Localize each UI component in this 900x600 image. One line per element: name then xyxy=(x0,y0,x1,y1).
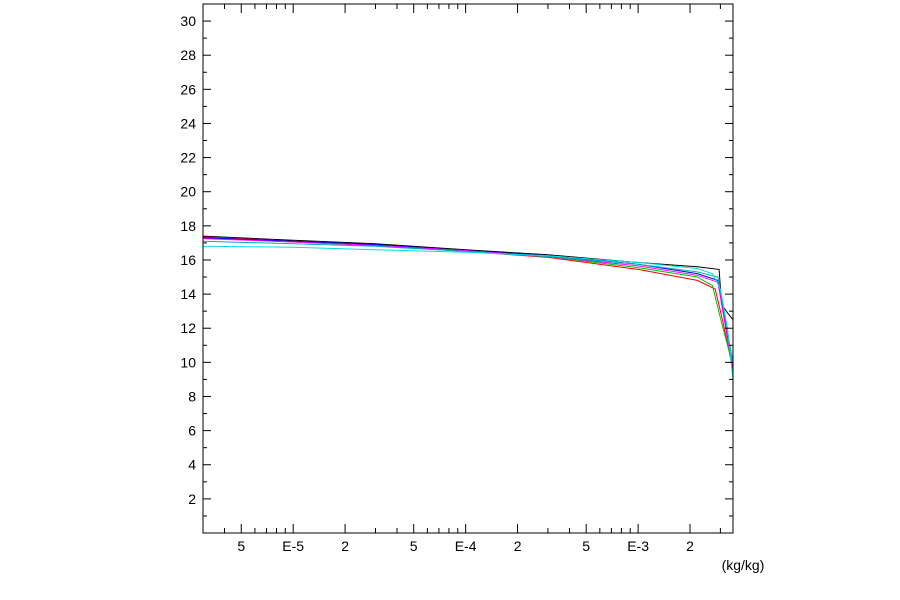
y-tick-label: 8 xyxy=(188,389,196,405)
y-tick-label: 12 xyxy=(180,320,196,336)
x-tick-label: 2 xyxy=(686,538,694,554)
series-layer xyxy=(202,235,734,380)
y-tick-label: 22 xyxy=(180,150,196,166)
labels-layer: 5 E-5 2 5 E-4 2 5 E-3 22468101214161820222426283… xyxy=(180,13,694,554)
x-tick-label: E-5 xyxy=(282,538,304,554)
y-tick-label: 30 xyxy=(180,13,196,29)
x-axis-unit-label: (kg/kg) xyxy=(722,557,765,573)
y-tick-label: 4 xyxy=(188,457,196,473)
x-tick-label: 5 xyxy=(237,538,245,554)
y-tick-label: 2 xyxy=(188,491,196,507)
y-tick-label: 18 xyxy=(180,218,196,234)
x-tick-label: 5 xyxy=(582,538,590,554)
y-tick-label: 10 xyxy=(180,354,196,370)
y-tick-label: 16 xyxy=(180,252,196,268)
x-tick-label: 2 xyxy=(341,538,349,554)
y-tick-label: 6 xyxy=(188,423,196,439)
x-tick-label: 2 xyxy=(514,538,522,554)
y-tick-label: 28 xyxy=(180,47,196,63)
plot-frame xyxy=(202,3,734,534)
series-line-7 xyxy=(202,245,734,380)
y-tick-label: 14 xyxy=(180,286,196,302)
y-tick-label: 26 xyxy=(180,81,196,97)
x-tick-label: E-4 xyxy=(455,538,477,554)
x-tick-label: E-3 xyxy=(627,538,649,554)
series-line-5 xyxy=(202,238,734,368)
x-tick-label: 5 xyxy=(410,538,418,554)
y-tick-label: 20 xyxy=(180,184,196,200)
y-tick-label: 24 xyxy=(180,116,196,132)
